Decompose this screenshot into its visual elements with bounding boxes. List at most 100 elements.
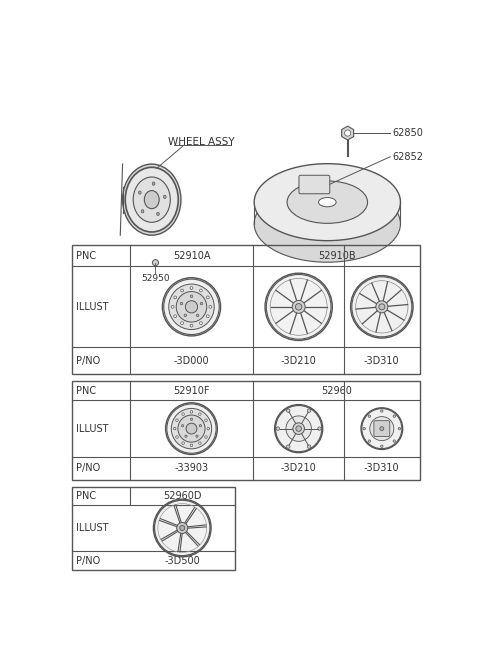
Ellipse shape: [276, 427, 280, 430]
Ellipse shape: [352, 277, 412, 337]
Ellipse shape: [144, 191, 159, 209]
Ellipse shape: [182, 413, 184, 415]
Text: 52910F: 52910F: [173, 386, 210, 396]
Ellipse shape: [186, 423, 197, 434]
Ellipse shape: [293, 423, 304, 434]
Ellipse shape: [276, 405, 322, 452]
Ellipse shape: [398, 428, 401, 430]
Ellipse shape: [199, 442, 201, 444]
Ellipse shape: [176, 436, 178, 438]
Ellipse shape: [180, 525, 185, 531]
Text: PNC: PNC: [76, 491, 96, 501]
Ellipse shape: [196, 314, 199, 316]
Text: -3D310: -3D310: [364, 356, 400, 365]
Ellipse shape: [287, 445, 290, 449]
Ellipse shape: [205, 419, 207, 421]
Ellipse shape: [125, 167, 178, 232]
Text: WHEEL ASSY: WHEEL ASSY: [168, 137, 235, 147]
FancyBboxPatch shape: [374, 421, 390, 437]
Ellipse shape: [361, 408, 403, 449]
Ellipse shape: [171, 409, 212, 449]
Ellipse shape: [180, 322, 183, 324]
Text: PNC: PNC: [76, 386, 96, 396]
Text: -3D500: -3D500: [164, 555, 200, 566]
Ellipse shape: [206, 315, 209, 318]
Ellipse shape: [206, 296, 209, 299]
Ellipse shape: [176, 419, 178, 421]
Ellipse shape: [196, 435, 198, 438]
Ellipse shape: [345, 130, 351, 136]
Ellipse shape: [200, 322, 202, 324]
Ellipse shape: [275, 405, 323, 453]
Ellipse shape: [287, 181, 368, 223]
Ellipse shape: [199, 413, 201, 415]
Text: 52960D: 52960D: [163, 491, 202, 501]
FancyBboxPatch shape: [299, 176, 330, 194]
Text: -3D310: -3D310: [364, 463, 400, 473]
Ellipse shape: [156, 212, 159, 215]
Ellipse shape: [254, 164, 400, 240]
Bar: [72, 487, 235, 571]
Ellipse shape: [199, 424, 202, 427]
Ellipse shape: [254, 185, 400, 262]
Bar: [72, 381, 420, 479]
Ellipse shape: [177, 523, 188, 534]
Ellipse shape: [190, 411, 192, 413]
Ellipse shape: [190, 295, 193, 297]
Ellipse shape: [200, 303, 203, 305]
Text: P/NO: P/NO: [76, 463, 100, 473]
Ellipse shape: [393, 440, 396, 442]
Text: PNC: PNC: [76, 251, 96, 261]
Ellipse shape: [307, 445, 311, 449]
Ellipse shape: [169, 284, 214, 329]
Text: ILLUST: ILLUST: [76, 302, 108, 312]
Ellipse shape: [368, 440, 371, 442]
Bar: [72, 245, 420, 373]
Ellipse shape: [368, 415, 371, 417]
Ellipse shape: [152, 259, 158, 266]
Ellipse shape: [176, 291, 207, 322]
Ellipse shape: [265, 273, 332, 341]
Ellipse shape: [166, 403, 217, 455]
Ellipse shape: [292, 301, 305, 313]
Ellipse shape: [122, 164, 181, 235]
Ellipse shape: [174, 315, 177, 318]
Ellipse shape: [381, 445, 383, 447]
Ellipse shape: [295, 303, 302, 310]
Ellipse shape: [363, 428, 365, 430]
Ellipse shape: [162, 278, 221, 336]
Text: 52910A: 52910A: [173, 251, 210, 261]
Ellipse shape: [190, 287, 193, 290]
Text: ILLUST: ILLUST: [76, 523, 108, 533]
Ellipse shape: [133, 177, 170, 222]
Text: -3D210: -3D210: [281, 463, 316, 473]
Ellipse shape: [380, 426, 384, 430]
Text: 52950: 52950: [141, 274, 170, 284]
Ellipse shape: [319, 198, 336, 207]
Ellipse shape: [141, 210, 144, 213]
Ellipse shape: [190, 324, 193, 327]
Text: 52960: 52960: [321, 386, 352, 396]
Text: -3D000: -3D000: [174, 356, 209, 365]
Ellipse shape: [266, 274, 331, 339]
Ellipse shape: [379, 304, 385, 310]
Ellipse shape: [200, 289, 202, 292]
Ellipse shape: [205, 436, 207, 438]
Text: 52910B: 52910B: [318, 251, 355, 261]
Ellipse shape: [164, 279, 219, 335]
Text: -3D210: -3D210: [281, 356, 316, 365]
Ellipse shape: [370, 417, 394, 441]
Ellipse shape: [287, 409, 290, 413]
Ellipse shape: [152, 182, 155, 185]
Ellipse shape: [296, 426, 301, 432]
Ellipse shape: [286, 416, 312, 441]
Text: ILLUST: ILLUST: [76, 424, 108, 434]
Text: P/NO: P/NO: [76, 555, 100, 566]
Text: 62852: 62852: [392, 152, 423, 162]
Ellipse shape: [180, 289, 183, 292]
Ellipse shape: [191, 418, 192, 421]
Ellipse shape: [174, 296, 177, 299]
Ellipse shape: [164, 195, 166, 198]
Ellipse shape: [350, 276, 413, 338]
Ellipse shape: [307, 409, 311, 413]
